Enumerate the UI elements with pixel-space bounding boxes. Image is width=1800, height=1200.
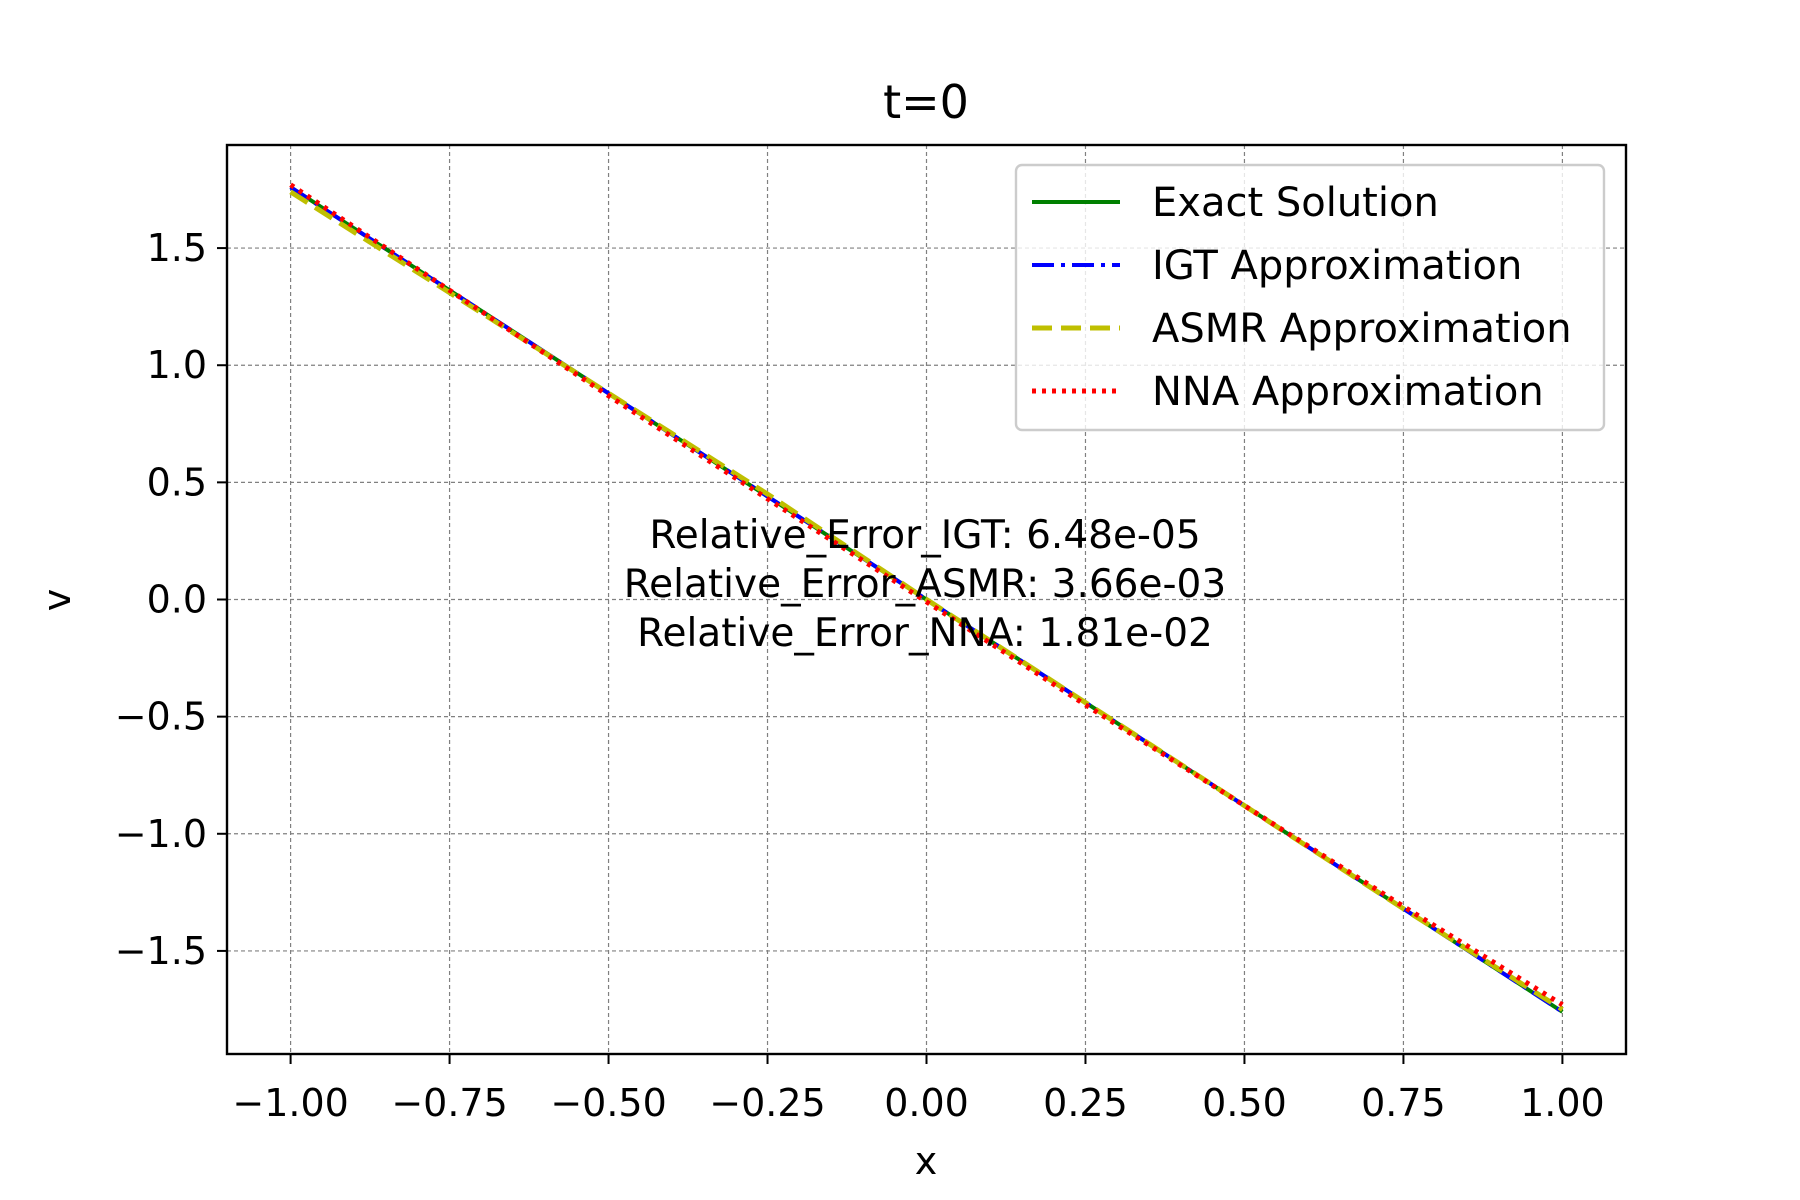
annotation-nna-error: Relative_Error_NNA: 1.81e-02 bbox=[637, 611, 1213, 656]
legend: Exact Solution IGT Approximation ASMR Appr… bbox=[1014, 163, 1606, 432]
ticks: −1.00 −0.75 −0.50 −0.25 0.00 0.25 0.50 0.75 1.00… bbox=[115, 226, 1605, 1125]
legend-box bbox=[1014, 163, 1606, 432]
series-line-nna-approximation bbox=[289, 182, 1564, 1007]
x-tick-label: 0.25 bbox=[1043, 1081, 1128, 1125]
x-tick-label: −1.00 bbox=[232, 1081, 348, 1125]
y-tick-label: −1.5 bbox=[115, 929, 207, 973]
y-tick-label: −1.0 bbox=[115, 812, 207, 856]
legend-label-asmr-approximation: ASMR Approximation bbox=[1152, 306, 1572, 352]
legend-label-exact-solution: Exact Solution bbox=[1152, 180, 1439, 226]
annotation-asmr-error: Relative_Error_ASMR: 3.66e-03 bbox=[624, 562, 1226, 607]
error-annotations: Relative_Error_IGT: 6.48e-05 Relative_Er… bbox=[624, 513, 1226, 656]
x-tick-label: 0.00 bbox=[884, 1081, 969, 1125]
chart-title: t=0 bbox=[883, 75, 969, 129]
legend-label-igt-approximation: IGT Approximation bbox=[1152, 243, 1522, 289]
plot-lines bbox=[289, 182, 1564, 1014]
x-tick-label: 0.50 bbox=[1202, 1081, 1287, 1125]
x-axis-label: x bbox=[915, 1139, 938, 1183]
y-tick-label: 1.5 bbox=[147, 226, 207, 270]
x-tick-label: −0.50 bbox=[550, 1081, 666, 1125]
x-tick-label: 0.75 bbox=[1361, 1081, 1446, 1125]
y-tick-label: 0.5 bbox=[147, 460, 207, 504]
legend-label-nna-approximation: NNA Approximation bbox=[1152, 369, 1544, 415]
y-tick-label: 0.0 bbox=[147, 578, 207, 622]
x-tick-label: −0.25 bbox=[709, 1081, 825, 1125]
annotation-igt-error: Relative_Error_IGT: 6.48e-05 bbox=[649, 513, 1200, 558]
y-tick-label: 1.0 bbox=[147, 343, 207, 387]
y-axis-label: v bbox=[35, 589, 79, 612]
y-tick-label: −0.5 bbox=[115, 695, 207, 739]
series-line-asmr-approximation bbox=[289, 189, 1564, 1012]
x-tick-label: −0.75 bbox=[391, 1081, 507, 1125]
x-tick-label: 1.00 bbox=[1520, 1081, 1605, 1125]
